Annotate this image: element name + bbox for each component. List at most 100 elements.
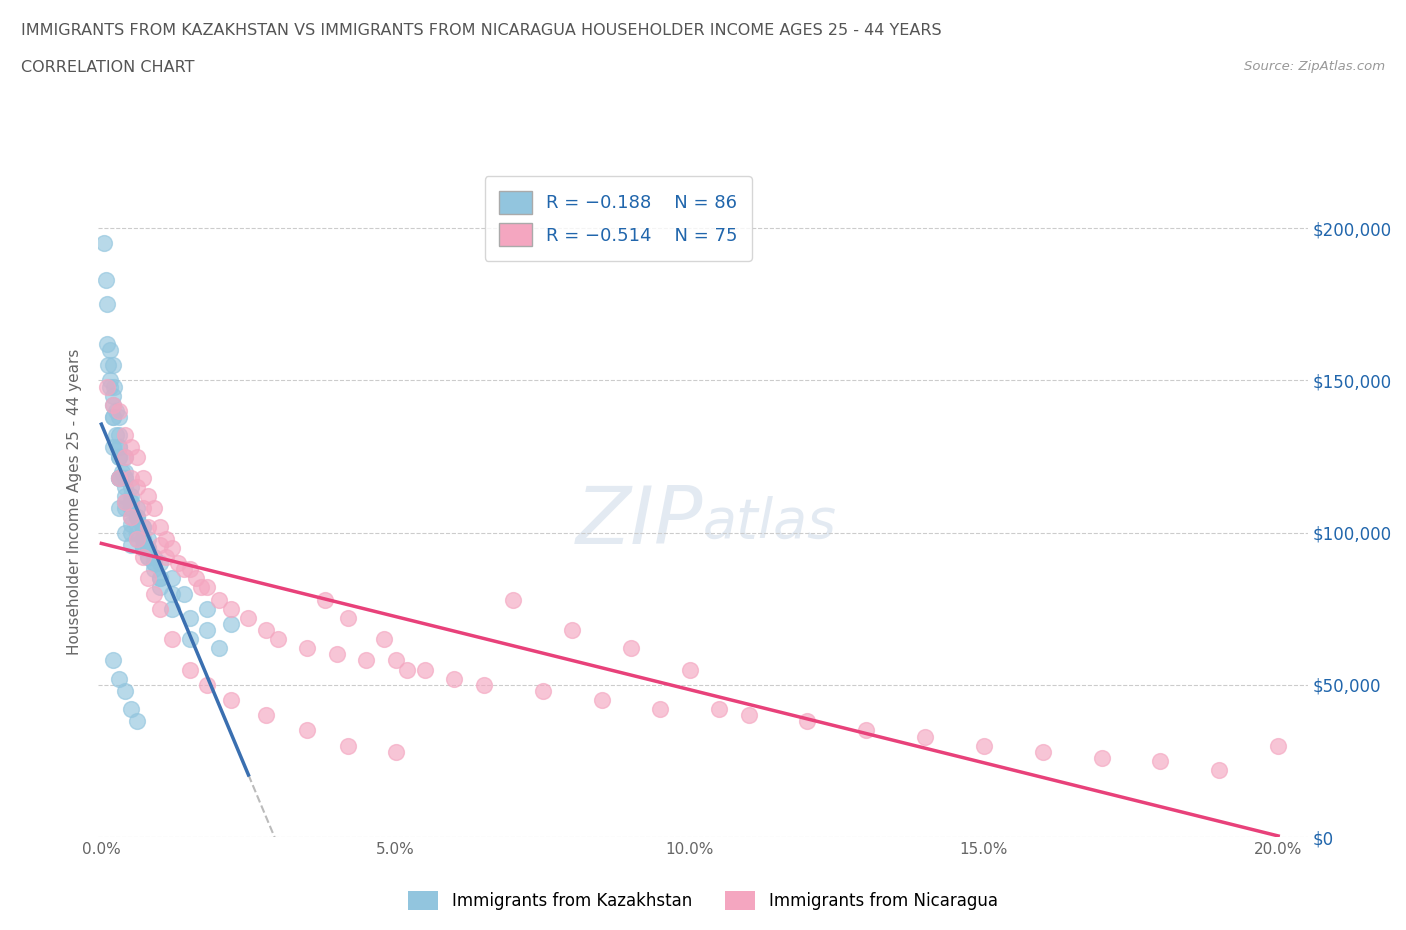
Text: Source: ZipAtlas.com: Source: ZipAtlas.com	[1244, 60, 1385, 73]
Point	[149, 571, 172, 586]
Point	[131, 519, 153, 534]
Point	[125, 510, 148, 525]
Point	[502, 592, 524, 607]
Point	[531, 684, 554, 698]
Point	[111, 464, 134, 479]
Point	[138, 519, 160, 534]
Y-axis label: Householder Income Ages 25 - 44 years: Householder Income Ages 25 - 44 years	[67, 349, 83, 656]
Point	[120, 510, 142, 525]
Point	[179, 610, 201, 625]
Point	[114, 480, 136, 495]
Point	[160, 631, 183, 646]
Point	[143, 501, 166, 516]
Point	[138, 488, 160, 503]
Point	[125, 525, 148, 540]
Legend: Immigrants from Kazakhstan, Immigrants from Nicaragua: Immigrants from Kazakhstan, Immigrants f…	[402, 884, 1004, 917]
Point	[650, 702, 672, 717]
Text: CORRELATION CHART: CORRELATION CHART	[21, 60, 194, 75]
Point	[131, 531, 153, 546]
Point	[149, 602, 172, 617]
Point	[208, 592, 231, 607]
Point	[219, 693, 242, 708]
Point	[125, 531, 148, 546]
Point	[120, 538, 142, 552]
Point	[143, 586, 166, 601]
Point	[101, 388, 124, 403]
Point	[108, 471, 131, 485]
Point	[914, 729, 936, 744]
Point	[138, 571, 160, 586]
Point	[254, 622, 277, 637]
Point	[98, 373, 121, 388]
Point	[108, 449, 131, 464]
Point	[114, 464, 136, 479]
Point	[131, 471, 153, 485]
Point	[143, 555, 166, 570]
Point	[120, 501, 142, 516]
Point	[737, 708, 759, 723]
Point	[160, 586, 183, 601]
Point	[125, 501, 148, 516]
Point	[120, 488, 142, 503]
Point	[108, 671, 131, 686]
Point	[101, 409, 124, 424]
Point	[125, 449, 148, 464]
Point	[155, 531, 177, 546]
Point	[131, 540, 153, 555]
Point	[314, 592, 336, 607]
Point	[120, 702, 142, 717]
Point	[179, 631, 201, 646]
Point	[173, 586, 195, 601]
Point	[195, 622, 218, 637]
Point	[195, 602, 218, 617]
Point	[108, 440, 131, 455]
Point	[138, 531, 160, 546]
Point	[108, 409, 131, 424]
Point	[108, 471, 131, 485]
Point	[114, 428, 136, 443]
Point	[160, 602, 183, 617]
Point	[149, 555, 172, 570]
Text: ZIP: ZIP	[575, 484, 703, 562]
Point	[384, 744, 406, 759]
Point	[108, 501, 131, 516]
Point	[101, 409, 124, 424]
Point	[143, 550, 166, 565]
Point	[160, 571, 183, 586]
Point	[1208, 763, 1230, 777]
Point	[114, 495, 136, 510]
Point	[1149, 753, 1171, 768]
Point	[101, 397, 124, 412]
Point	[238, 610, 260, 625]
Point	[114, 488, 136, 503]
Point	[179, 662, 201, 677]
Point	[97, 358, 120, 373]
Point	[98, 379, 121, 394]
Point	[114, 471, 136, 485]
Point	[337, 610, 360, 625]
Point	[561, 622, 583, 637]
Point	[354, 653, 377, 668]
Text: atlas: atlas	[703, 496, 837, 549]
Point	[219, 602, 242, 617]
Point	[855, 723, 877, 737]
Point	[149, 538, 172, 552]
Point	[1032, 744, 1054, 759]
Point	[973, 738, 995, 753]
Point	[179, 562, 201, 577]
Point	[396, 662, 419, 677]
Point	[472, 677, 495, 692]
Point	[125, 714, 148, 729]
Point	[384, 653, 406, 668]
Point	[96, 379, 118, 394]
Point	[149, 580, 172, 595]
Point	[679, 662, 702, 677]
Point	[101, 358, 124, 373]
Point	[1091, 751, 1114, 765]
Point	[297, 723, 319, 737]
Point	[143, 555, 166, 570]
Point	[125, 480, 148, 495]
Point	[337, 738, 360, 753]
Point	[120, 516, 142, 531]
Point	[591, 693, 613, 708]
